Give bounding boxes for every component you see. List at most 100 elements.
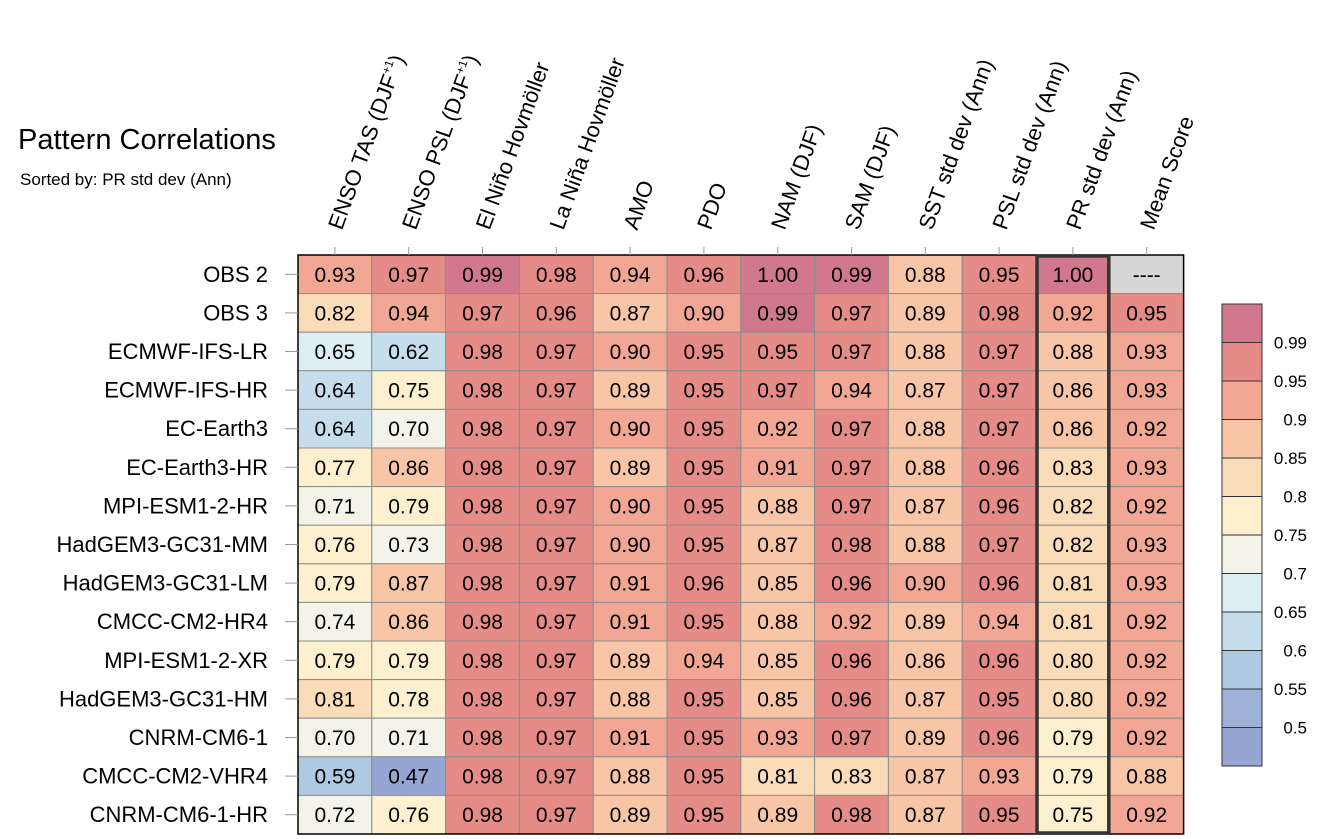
heatmap-cell [961, 486, 1037, 526]
colorbar-tick-label: 0.85 [1274, 449, 1307, 468]
cell-value-label: 0.91 [610, 573, 651, 596]
cell-value-label: 0.87 [905, 380, 946, 403]
cell-value-label: 0.93 [1126, 341, 1167, 364]
heatmap-cell [592, 331, 668, 372]
cell-value-label: 0.80 [1052, 688, 1093, 711]
cell-value-label: 0.94 [979, 611, 1020, 634]
heatmap-cell [1035, 717, 1111, 758]
cell-value-label: 0.96 [683, 264, 724, 287]
heatmap-cell [1035, 370, 1111, 410]
cell-value-label: 0.87 [610, 302, 651, 325]
column-label: PDO [692, 179, 732, 232]
colorbar-swatch [1222, 535, 1262, 574]
cell-value-label: 0.74 [314, 611, 355, 634]
colorbar-tick-label: 0.8 [1283, 488, 1307, 507]
cell-value-label: 0.87 [905, 804, 946, 827]
heatmap-cell [297, 524, 373, 565]
heatmap-cell [1035, 563, 1111, 603]
heatmap-cell [1109, 524, 1185, 565]
cell-value-label: 0.89 [905, 611, 946, 634]
colorbar-swatch [1222, 612, 1262, 651]
colorbar-swatch [1222, 727, 1262, 766]
heatmap-cell [666, 601, 742, 642]
heatmap-cell [666, 794, 742, 835]
cell-value-label: 0.79 [1052, 766, 1093, 789]
cell-value-label: 0.95 [683, 688, 724, 711]
cell-value-label: 0.86 [1052, 380, 1093, 403]
heatmap-cell [740, 756, 816, 796]
cell-value-label: 0.89 [905, 727, 946, 750]
heatmap-cell [814, 524, 889, 565]
cell-value-label: 0.72 [314, 804, 355, 827]
cell-value-label: 0.91 [610, 727, 651, 750]
heatmap-cell [592, 756, 668, 796]
cell-value-label: 0.97 [757, 380, 798, 403]
heatmap-cell [961, 331, 1037, 372]
heatmap-cell [297, 563, 373, 603]
cell-value-label: 0.89 [610, 804, 651, 827]
cell-value-label: 0.88 [610, 688, 651, 711]
row-label: EC-Earth3 [165, 416, 268, 441]
cell-value-label: 0.98 [462, 495, 503, 518]
heatmap-cell [518, 486, 594, 526]
cell-value-label: 0.92 [831, 611, 872, 634]
colorbar-tick-label: 0.99 [1274, 334, 1307, 353]
cell-value-label: 0.92 [1126, 688, 1167, 711]
heatmap-cell [887, 563, 963, 603]
cell-value-label: 0.97 [979, 534, 1020, 557]
cell-value-label: 0.97 [979, 418, 1020, 441]
colorbar-tick-label: 0.7 [1283, 565, 1307, 584]
cell-value-label: 0.99 [462, 264, 503, 287]
cell-value-label: 0.93 [1126, 380, 1167, 403]
colorbar-swatch [1222, 419, 1262, 458]
cell-value-label: 0.92 [1126, 804, 1167, 827]
heatmap-cell [445, 563, 520, 603]
cell-value-label: 0.88 [905, 457, 946, 480]
row-label: MPI-ESM1-2-XR [104, 648, 268, 673]
colorbar-border [1221, 303, 1263, 767]
cell-value-label: 0.78 [388, 688, 429, 711]
heatmap-cell [887, 254, 963, 295]
cell-value-label: 0.98 [462, 457, 503, 480]
heatmap-cell [814, 408, 889, 449]
cell-value-label: 0.91 [757, 457, 798, 480]
cell-value-label: 0.98 [462, 573, 503, 596]
heatmap-cell [666, 563, 742, 603]
heatmap-cell [887, 794, 963, 835]
heatmap-cell [518, 756, 594, 796]
cell-value-label: 0.97 [536, 495, 577, 518]
cell-value-label: 0.97 [536, 688, 577, 711]
cell-value-label: 0.89 [610, 380, 651, 403]
heatmap-cell [887, 679, 963, 719]
cell-value-label: 0.90 [683, 302, 724, 325]
colorbar-tick-label: 0.75 [1274, 526, 1307, 545]
cell-value-label: 0.85 [757, 650, 798, 673]
cell-value-label: 0.96 [979, 727, 1020, 750]
colorbar-swatch [1222, 342, 1262, 381]
cell-value-label: 0.88 [905, 418, 946, 441]
heatmap-cell [445, 794, 520, 835]
cell-value-label: 0.86 [905, 650, 946, 673]
heatmap-cell [961, 254, 1037, 295]
heatmap-cell [887, 447, 963, 488]
heatmap-cell [814, 447, 889, 488]
colorbar-swatch [1222, 496, 1262, 535]
heatmap-cell [371, 447, 447, 488]
row-label: ECMWF-IFS-LR [108, 339, 268, 364]
cell-value-label: 0.96 [831, 688, 872, 711]
heatmap-cell [666, 756, 742, 796]
heatmap-cell [1109, 601, 1185, 642]
cell-value-label: 0.95 [757, 341, 798, 364]
cell-value-label: 0.97 [831, 495, 872, 518]
row-label: OBS 3 [203, 300, 268, 325]
cell-value-label: 0.97 [536, 611, 577, 634]
cell-value-label: 0.98 [462, 611, 503, 634]
heatmap-cell [297, 794, 373, 835]
heatmap-cell [961, 756, 1037, 796]
heatmap-cell [961, 601, 1037, 642]
heatmap-cell [371, 563, 447, 603]
heatmap-cell [961, 524, 1037, 565]
row-label: HadGEM3-GC31-LM [63, 571, 268, 596]
cell-value-label: 0.94 [388, 302, 429, 325]
